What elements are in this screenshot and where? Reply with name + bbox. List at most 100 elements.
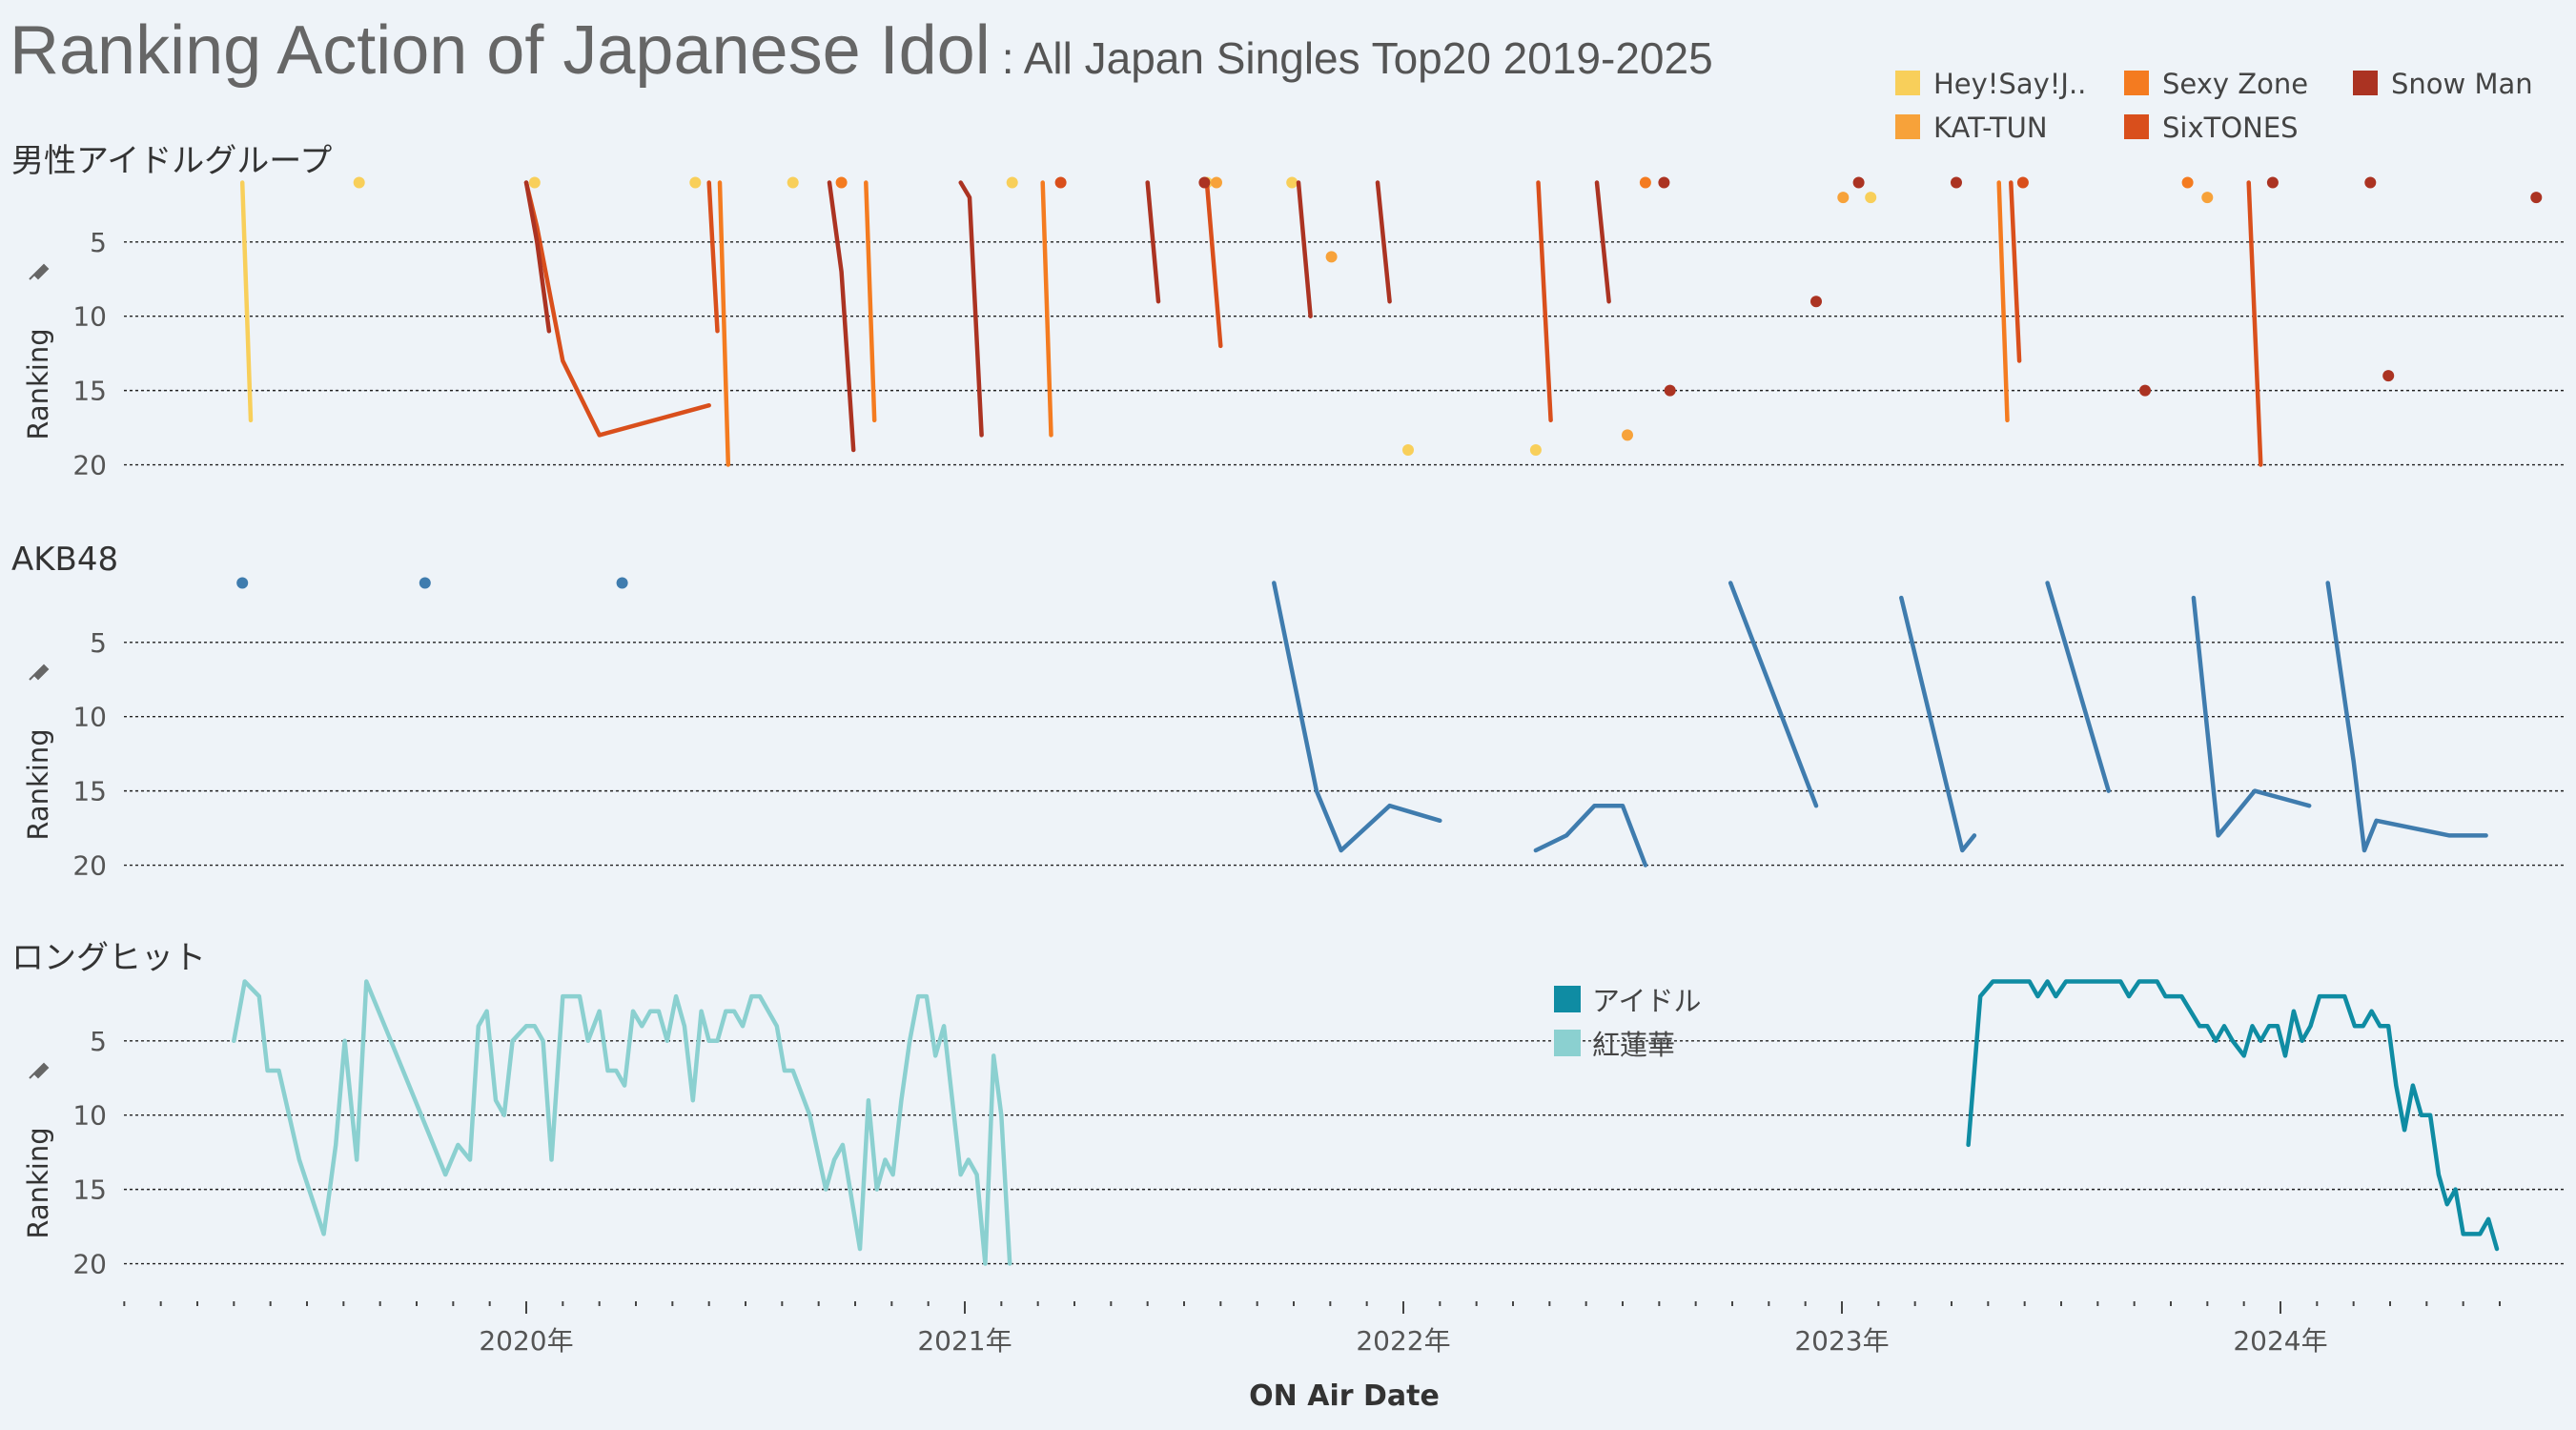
series-0-line	[239, 180, 254, 423]
series-0-line	[1728, 581, 1819, 808]
y-axis-title: Ranking	[22, 1127, 54, 1238]
x-axis-title: ON Air Date	[1249, 1379, 1440, 1413]
series-2-point	[835, 176, 848, 189]
series-0-line	[1533, 803, 1648, 868]
series-0-point	[689, 176, 702, 189]
series-1-point	[1622, 429, 1633, 441]
series-0-point	[1402, 444, 1414, 456]
y-tick-label: 15	[72, 1175, 107, 1206]
legend-swatch	[2124, 71, 2149, 95]
series-3-point	[1054, 176, 1067, 189]
series-4-line	[958, 180, 984, 438]
series-0-point	[1865, 192, 1877, 204]
y-tick-label: 10	[72, 1100, 107, 1132]
series-4-point	[2266, 176, 2279, 189]
series-4-line	[1375, 180, 1392, 304]
x-tick-label: 2024年	[2233, 1325, 2327, 1357]
panel-title: AKB48	[11, 541, 118, 579]
series-0-line	[2045, 581, 2111, 793]
series-4-line	[1145, 180, 1161, 304]
y-tick-label: 20	[72, 450, 107, 481]
series-3-line	[2009, 180, 2022, 363]
series-4-point	[1852, 176, 1865, 189]
x-tick-label: 2021年	[917, 1325, 1012, 1357]
y-tick-label: 20	[72, 850, 107, 882]
series-4-line	[827, 180, 856, 453]
legend-label: KAT-TUN	[1933, 112, 2048, 144]
series-0-line	[1272, 581, 1442, 853]
series-4-point	[1951, 176, 1962, 189]
legend-swatch	[1895, 71, 1920, 95]
y-tick-label: 10	[72, 702, 107, 733]
legend-label: SixTONES	[2162, 112, 2299, 144]
series-4-line	[523, 180, 552, 334]
series-2-line	[1040, 180, 1053, 438]
series-4-point	[1198, 176, 1211, 189]
series-1-line	[1966, 979, 2500, 1252]
series-2-line	[1996, 180, 2010, 423]
series-4-line	[1594, 180, 1611, 304]
legend-label: Hey!Say!J..	[1933, 68, 2086, 100]
y-tick-label: 15	[72, 376, 107, 407]
x-tick-label: 2020年	[479, 1325, 573, 1357]
series-1-point	[2201, 192, 2214, 204]
series-4-point	[2530, 192, 2543, 204]
legend-label: Snow Man	[2391, 68, 2533, 100]
series-1-point	[1325, 251, 1338, 263]
panel-title: ロングヒット	[11, 939, 206, 977]
y-tick-label: 5	[90, 627, 107, 659]
series-1-point	[1211, 176, 1222, 189]
legend-swatch	[1895, 114, 1920, 139]
y-tick-label: 5	[90, 227, 107, 258]
series-3-line	[2246, 180, 2263, 467]
pin-icon	[29, 664, 50, 681]
legend-swatch	[2353, 71, 2378, 95]
series-2-point	[2181, 176, 2194, 189]
series-4-line	[1296, 180, 1313, 318]
series-4-point	[2382, 370, 2395, 382]
series-2-point	[1639, 176, 1651, 189]
panel-title: 男性アイドルグループ	[11, 142, 332, 180]
series-0-point	[1286, 176, 1298, 189]
pin-icon	[29, 263, 50, 280]
series-3-point	[2016, 176, 2029, 189]
y-tick-label: 10	[72, 301, 107, 333]
series-4-point	[1664, 384, 1676, 397]
series-0-line	[232, 979, 1012, 1266]
series-1-point	[1837, 192, 1850, 204]
legend-label: Sexy Zone	[2162, 68, 2308, 100]
series-0-line	[2325, 581, 2488, 853]
y-tick-label: 20	[72, 1249, 107, 1280]
series-3-line	[523, 180, 711, 438]
series-0-point	[528, 176, 541, 189]
legend-swatch	[2124, 114, 2149, 139]
series-0-point	[787, 176, 799, 189]
y-axis-title: Ranking	[22, 728, 54, 840]
series-2-line	[717, 180, 731, 467]
series-3-line	[1536, 180, 1553, 423]
series-0-line	[2191, 595, 2312, 838]
series-0-point	[236, 577, 249, 589]
chart-subtitle: : All Japan Singles Top20 2019-2025	[1001, 33, 1713, 83]
series-3-line	[1204, 180, 1223, 349]
legend-label: アイドル	[1592, 985, 1702, 1017]
series-4-point	[2139, 384, 2151, 397]
y-tick-label: 15	[72, 776, 107, 807]
legend-swatch	[1554, 986, 1581, 1012]
x-tick-label: 2022年	[1356, 1325, 1450, 1357]
series-3-line	[706, 180, 720, 334]
x-tick-label: 2023年	[1794, 1325, 1889, 1357]
pin-icon	[29, 1062, 50, 1079]
y-axis-title: Ranking	[22, 328, 54, 439]
series-4-point	[1810, 296, 1822, 308]
series-0-point	[1006, 176, 1018, 189]
series-4-point	[2364, 176, 2377, 189]
series-2-line	[864, 180, 877, 423]
legend-label: 紅蓮華	[1592, 1029, 1675, 1061]
series-0-point	[419, 577, 431, 589]
series-0-point	[1529, 444, 1542, 456]
series-0-point	[353, 176, 365, 189]
series-4-point	[1658, 176, 1670, 189]
series-0-point	[616, 577, 628, 589]
